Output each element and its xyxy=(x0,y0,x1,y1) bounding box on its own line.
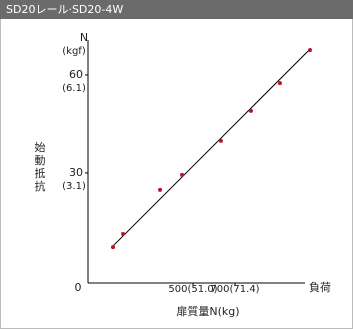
y-unit: N xyxy=(80,31,88,44)
x-end-label: 負荷 xyxy=(309,281,331,294)
point xyxy=(277,81,282,86)
x-axis-label: 扉質量N(kg) xyxy=(176,304,239,318)
point xyxy=(110,245,115,250)
y-tick-label: 60 xyxy=(69,68,83,81)
x-tick-label: 700(71.4) xyxy=(210,284,259,295)
x-tick-label: 500(51.0) xyxy=(168,284,217,295)
point xyxy=(307,48,312,53)
fit-line xyxy=(111,47,312,248)
point xyxy=(158,187,163,192)
y-tick-sublabel: (6.1) xyxy=(62,83,86,94)
origin-label: 0 xyxy=(75,281,82,294)
point xyxy=(180,172,185,177)
point xyxy=(121,232,126,237)
y-tick-label: 30 xyxy=(69,166,83,179)
chart-title: SD20レール·SD20-4W xyxy=(6,3,123,16)
y-unit2: (kgf) xyxy=(62,46,86,57)
header-bar xyxy=(0,0,353,19)
y-tick-sublabel: (3.1) xyxy=(62,181,86,192)
point xyxy=(218,138,223,143)
y-axis-label: 始動抵抗 xyxy=(35,140,46,193)
point xyxy=(248,108,253,113)
